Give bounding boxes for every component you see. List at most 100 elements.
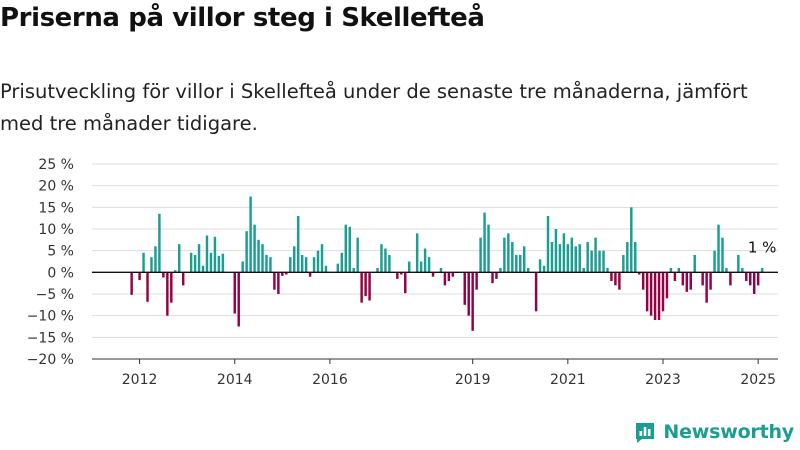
bar bbox=[618, 272, 621, 290]
bar bbox=[400, 272, 403, 275]
bar bbox=[348, 226, 351, 273]
bar-chart: 25 % 20 % 15 % 10 % 5 % 0 % −5 % −10 % −15 % −20 … bbox=[27, 157, 778, 388]
y-tick-label: −10 % bbox=[27, 309, 74, 325]
bar bbox=[443, 272, 447, 286]
bar bbox=[713, 250, 716, 273]
bar bbox=[146, 272, 149, 302]
bar bbox=[709, 272, 712, 290]
bar bbox=[622, 255, 625, 273]
bar bbox=[304, 257, 308, 273]
bar bbox=[170, 272, 173, 303]
bar bbox=[427, 257, 431, 273]
bar bbox=[507, 233, 510, 273]
bar bbox=[661, 272, 665, 312]
bar bbox=[380, 244, 383, 273]
bar bbox=[197, 244, 201, 273]
annotations: 1 % bbox=[748, 239, 777, 257]
bar bbox=[166, 272, 169, 316]
bar bbox=[689, 272, 692, 290]
latest-value-label: 1 % bbox=[748, 239, 777, 257]
bar bbox=[752, 272, 756, 294]
bar bbox=[181, 272, 185, 286]
bar bbox=[289, 257, 292, 273]
bar bbox=[154, 246, 157, 273]
bar bbox=[649, 272, 653, 316]
brand-name: Newsworthy bbox=[663, 421, 794, 443]
bar bbox=[273, 272, 276, 290]
bar bbox=[641, 272, 645, 290]
y-axis-tick-labels: 25 % 20 % 15 % 10 % 5 % 0 % −5 % −10 % −15 % −20 … bbox=[27, 157, 74, 368]
bar bbox=[376, 268, 379, 273]
x-tick-label: 2016 bbox=[312, 372, 348, 388]
y-tick-label: 20 % bbox=[38, 179, 74, 195]
bar bbox=[515, 255, 518, 273]
bar bbox=[681, 272, 685, 286]
bar bbox=[340, 252, 344, 273]
bars bbox=[130, 196, 764, 331]
bar bbox=[408, 261, 411, 273]
bar bbox=[451, 272, 455, 277]
bar bbox=[138, 272, 141, 281]
bar bbox=[142, 252, 145, 273]
bar bbox=[178, 244, 181, 273]
bar bbox=[760, 268, 764, 273]
bar bbox=[233, 272, 236, 314]
bar bbox=[725, 268, 728, 273]
x-tick-label: 2012 bbox=[122, 372, 158, 388]
bar bbox=[352, 268, 355, 273]
bar bbox=[419, 261, 423, 273]
x-tick-label: 2025 bbox=[740, 372, 776, 388]
bar bbox=[749, 272, 752, 286]
bar bbox=[570, 237, 574, 273]
bar bbox=[574, 246, 577, 273]
bar bbox=[162, 272, 165, 278]
bar bbox=[300, 255, 304, 273]
bar bbox=[253, 224, 256, 273]
bar bbox=[503, 237, 506, 273]
bar bbox=[431, 272, 435, 277]
y-tick-label: 15 % bbox=[38, 200, 74, 216]
x-tick-label: 2014 bbox=[217, 372, 253, 388]
bar bbox=[396, 272, 399, 279]
bar bbox=[205, 235, 209, 273]
bar bbox=[626, 242, 629, 273]
bar bbox=[717, 224, 720, 273]
brand-logo: Newsworthy bbox=[633, 420, 794, 444]
bar bbox=[285, 272, 288, 275]
y-tick-label: 0 % bbox=[47, 265, 74, 281]
bar bbox=[594, 237, 597, 273]
bar bbox=[582, 268, 585, 273]
bar bbox=[360, 272, 363, 303]
bar bbox=[388, 255, 391, 273]
bar bbox=[737, 255, 740, 273]
bar bbox=[467, 272, 470, 316]
bar bbox=[308, 272, 312, 277]
chart-title: Priserna på villor steg i Skellefteå bbox=[0, 3, 485, 33]
bar bbox=[610, 272, 613, 281]
bar bbox=[384, 248, 387, 273]
bar bbox=[566, 244, 570, 273]
bar bbox=[562, 233, 566, 273]
bar bbox=[677, 268, 681, 273]
bar bbox=[237, 272, 240, 327]
bar bbox=[217, 255, 221, 273]
bar bbox=[526, 268, 530, 273]
bar bbox=[606, 268, 609, 273]
bar bbox=[404, 272, 407, 294]
bar bbox=[586, 242, 589, 273]
y-tick-label: 5 % bbox=[47, 244, 74, 260]
x-tick-label: 2023 bbox=[645, 372, 681, 388]
bar bbox=[534, 272, 538, 312]
bar bbox=[634, 242, 637, 273]
bar bbox=[320, 244, 324, 273]
bar bbox=[336, 263, 340, 273]
bar bbox=[193, 255, 197, 273]
bar bbox=[344, 224, 348, 273]
bar bbox=[542, 265, 546, 273]
bar bbox=[645, 272, 649, 312]
bar bbox=[249, 196, 252, 273]
bar bbox=[546, 216, 550, 273]
bar bbox=[174, 270, 177, 273]
bar bbox=[312, 257, 316, 273]
bar bbox=[189, 252, 193, 273]
